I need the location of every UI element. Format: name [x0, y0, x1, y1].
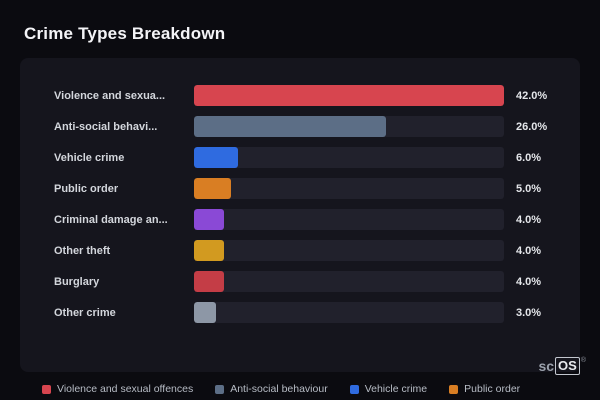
bar-segment[interactable]: [194, 302, 217, 323]
legend-label: Public order: [464, 383, 521, 395]
legend-swatch: [215, 384, 225, 394]
category-label: Criminal damage an...: [54, 213, 168, 226]
value-label: 4.0%: [516, 213, 542, 226]
value-label: 5.0%: [516, 182, 542, 195]
legend-swatch: [449, 384, 459, 394]
category-label: Vehicle crime: [54, 151, 125, 164]
legend-swatch: [349, 384, 359, 394]
legend-label: Violence and sexual offences: [57, 383, 194, 395]
bar-track: [194, 147, 504, 168]
page-title: Crime Types Breakdown: [24, 24, 226, 43]
bar-segment[interactable]: [194, 147, 239, 168]
bar-track: [194, 178, 504, 199]
chart-row-violence: Violence and sexua... 42.0%: [54, 80, 552, 111]
chart-card: Violence and sexua... 42.0% Anti-social …: [20, 58, 580, 372]
bar-chart: Violence and sexua... 42.0% Anti-social …: [54, 80, 552, 328]
chart-row-burglary: Burglary 4.0%: [54, 266, 552, 297]
chart-row-vehicle: Vehicle crime 6.0%: [54, 142, 552, 173]
category-label: Other theft: [54, 244, 111, 257]
legend-item-vehicle[interactable]: Vehicle crime: [349, 383, 428, 395]
chart-row-public-order: Public order 5.0%: [54, 173, 552, 204]
value-label: 4.0%: [516, 244, 542, 257]
legend-label: Vehicle crime: [364, 383, 428, 395]
chart-row-other-theft: Other theft 4.0%: [54, 235, 552, 266]
value-label: 6.0%: [516, 151, 542, 164]
category-label: Burglary: [54, 275, 100, 288]
bar-track: [194, 85, 504, 106]
category-label: Violence and sexua...: [54, 89, 166, 102]
legend-item-antisocial[interactable]: Anti-social behaviour: [215, 383, 328, 395]
category-label: Public order: [54, 182, 119, 195]
value-label: 4.0%: [516, 275, 542, 288]
scos-logo: sc OS ®: [538, 357, 586, 375]
category-label: Anti-social behavi...: [54, 120, 158, 133]
bar-segment[interactable]: [194, 116, 386, 137]
legend-item-public-order[interactable]: Public order: [449, 383, 520, 395]
value-label: 26.0%: [516, 120, 548, 133]
bar-track: [194, 271, 504, 292]
value-label: 42.0%: [516, 89, 548, 102]
bar-segment[interactable]: [194, 209, 224, 230]
bar-segment[interactable]: [194, 178, 231, 199]
chart-legend: Violence and sexual offences Anti-social…: [42, 383, 520, 395]
legend-swatch: [42, 384, 51, 394]
legend-item-violence[interactable]: Violence and sexual offences: [42, 383, 193, 395]
registered-trademark-icon: ®: [580, 357, 586, 364]
bar-track: [194, 116, 504, 137]
bar-track: [194, 302, 504, 323]
value-label: 3.0%: [516, 306, 542, 319]
bar-segment[interactable]: [194, 85, 504, 106]
chart-row-criminal-damage: Criminal damage an... 4.0%: [54, 204, 552, 235]
bar-track: [194, 240, 504, 261]
legend-label: Anti-social behaviour: [230, 383, 328, 395]
bar-track: [194, 209, 504, 230]
chart-row-antisocial: Anti-social behavi... 26.0%: [54, 111, 552, 142]
chart-row-other-crime: Other crime 3.0%: [54, 297, 552, 328]
bar-segment[interactable]: [194, 240, 224, 261]
bar-segment[interactable]: [194, 271, 224, 292]
category-label: Other crime: [54, 306, 116, 319]
scos-logo-prefix: sc: [538, 358, 555, 374]
scos-logo-suffix: OS: [555, 357, 580, 375]
